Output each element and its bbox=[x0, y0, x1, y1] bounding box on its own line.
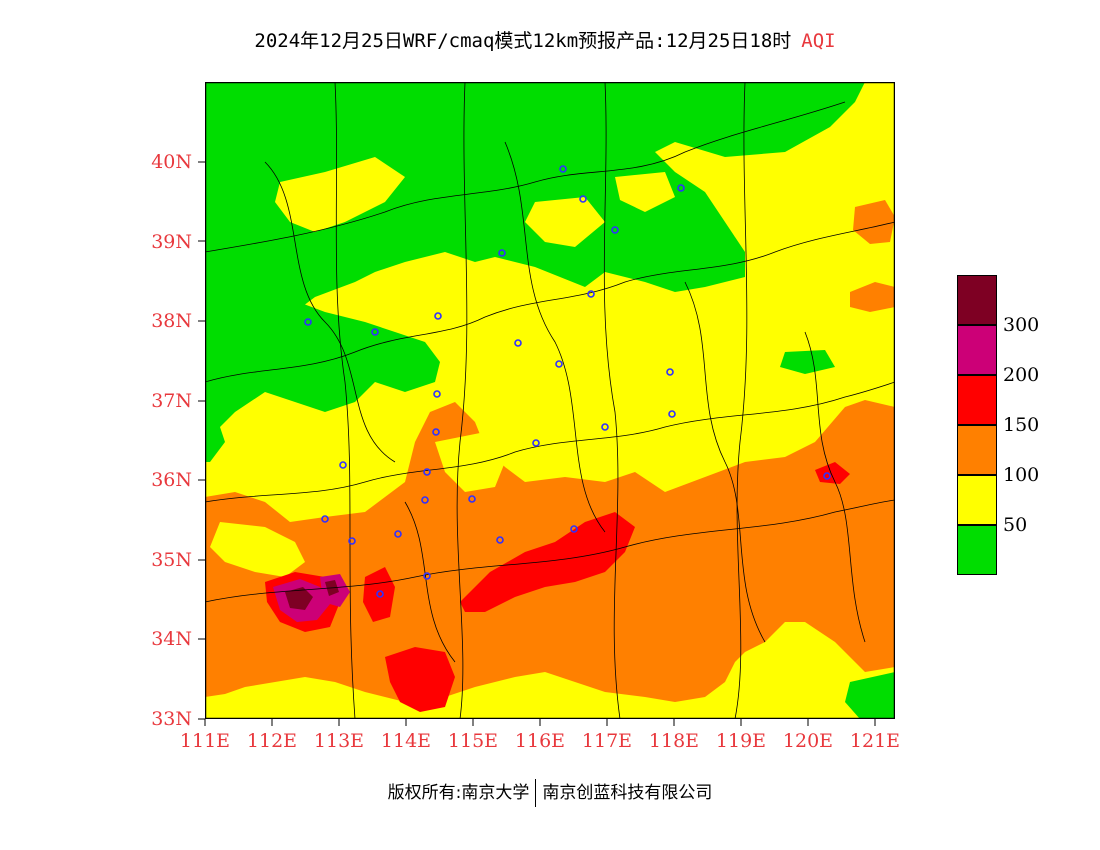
city-marker bbox=[339, 461, 347, 469]
footer-separator bbox=[535, 779, 537, 807]
aqi-zone-good-ne bbox=[780, 350, 835, 374]
legend-label: 50 bbox=[1003, 514, 1028, 536]
axis-ticks bbox=[198, 161, 876, 726]
city-marker bbox=[304, 318, 312, 326]
aqi-zone-moderate-central bbox=[435, 432, 505, 492]
longitude-label: 115E bbox=[447, 730, 499, 752]
city-markers bbox=[304, 165, 831, 598]
city-marker bbox=[666, 368, 674, 376]
city-marker bbox=[376, 590, 384, 598]
aqi-zone-good-west bbox=[205, 262, 440, 442]
aqi-zone-unhealthy-east bbox=[460, 512, 635, 612]
footer: 版权所有:南京大学 南京创蓝科技有限公司 bbox=[0, 778, 1100, 807]
legend-swatch bbox=[957, 325, 997, 375]
admin-borders bbox=[205, 82, 895, 719]
longitude-label: 114E bbox=[380, 730, 432, 752]
legend-label: 100 bbox=[1003, 464, 1040, 486]
city-marker bbox=[514, 339, 522, 347]
latitude-label: 39N bbox=[151, 231, 192, 253]
city-marker bbox=[579, 195, 587, 203]
latitude-label: 34N bbox=[151, 628, 192, 650]
map-title: 2024年12月25日WRF/cmaq模式12km预报产品:12月25日18时 A… bbox=[0, 26, 1090, 53]
city-marker bbox=[668, 410, 676, 418]
city-marker bbox=[433, 390, 441, 398]
latitude-label: 38N bbox=[151, 310, 192, 332]
city-marker bbox=[555, 360, 563, 368]
aqi-zone-moderate-pocket bbox=[275, 157, 405, 232]
city-marker bbox=[570, 525, 578, 533]
longitude-label: 117E bbox=[581, 730, 633, 752]
legend-swatch bbox=[957, 425, 997, 475]
latitude-label: 37N bbox=[151, 390, 192, 412]
city-marker bbox=[559, 165, 567, 173]
city-marker bbox=[432, 428, 440, 436]
longitude-label: 112E bbox=[246, 730, 298, 752]
latitude-label: 35N bbox=[151, 549, 192, 571]
aqi-zone-hazardous bbox=[285, 587, 313, 610]
legend-swatch bbox=[957, 375, 997, 425]
city-marker bbox=[611, 226, 619, 234]
aqi-zone-sensitive-ne bbox=[853, 200, 895, 244]
aqi-zone-moderate-pocket-4 bbox=[725, 202, 785, 242]
legend-swatch bbox=[957, 275, 997, 325]
aqi-zone-unhealthy-coast bbox=[815, 462, 850, 484]
aqi-zone-moderate-pocket-3 bbox=[615, 172, 675, 212]
longitude-label: 121E bbox=[849, 730, 901, 752]
title-main: 2024年12月25日WRF/cmaq模式12km预报产品:12月25日18时 bbox=[254, 30, 792, 52]
footer-copyright: 版权所有:南京大学 bbox=[387, 783, 530, 803]
aqi-zone-good-se bbox=[845, 672, 895, 719]
latitude-label: 33N bbox=[151, 708, 192, 730]
aqi-zone-moderate-west bbox=[210, 522, 305, 577]
title-product: AQI bbox=[801, 30, 836, 52]
city-marker bbox=[587, 290, 595, 298]
legend-label: 200 bbox=[1003, 364, 1040, 386]
footer-company: 南京创蓝科技有限公司 bbox=[542, 783, 713, 803]
city-marker bbox=[371, 328, 379, 336]
city-marker bbox=[423, 572, 431, 580]
city-marker bbox=[468, 495, 476, 503]
legend-label: 150 bbox=[1003, 414, 1040, 436]
city-marker bbox=[532, 439, 540, 447]
city-marker bbox=[421, 496, 429, 504]
city-marker bbox=[423, 468, 431, 476]
legend-label: 300 bbox=[1003, 314, 1040, 336]
aqi-zone-unhealthy-mid bbox=[363, 567, 395, 622]
city-marker bbox=[394, 530, 402, 538]
city-marker bbox=[498, 249, 506, 257]
longitude-label: 113E bbox=[313, 730, 365, 752]
latitude-label: 40N bbox=[151, 151, 192, 173]
city-marker bbox=[823, 472, 831, 480]
aqi-zone-moderate-pocket-2 bbox=[525, 197, 605, 247]
city-marker bbox=[496, 536, 504, 544]
longitude-label: 111E bbox=[179, 730, 231, 752]
longitude-label: 119E bbox=[715, 730, 767, 752]
city-marker bbox=[677, 184, 685, 192]
longitude-label: 116E bbox=[514, 730, 566, 752]
aqi-map bbox=[205, 82, 895, 719]
aqi-zone-unhealthy-south bbox=[385, 647, 455, 712]
legend-swatch bbox=[957, 475, 997, 525]
city-marker bbox=[348, 537, 356, 545]
city-marker bbox=[601, 423, 609, 431]
aqi-zone-sensitive-ne-2 bbox=[850, 282, 895, 312]
city-marker bbox=[434, 312, 442, 320]
city-marker bbox=[321, 515, 329, 523]
legend-swatch bbox=[957, 525, 997, 575]
latitude-label: 36N bbox=[151, 469, 192, 491]
longitude-label: 118E bbox=[648, 730, 700, 752]
longitude-label: 120E bbox=[782, 730, 834, 752]
